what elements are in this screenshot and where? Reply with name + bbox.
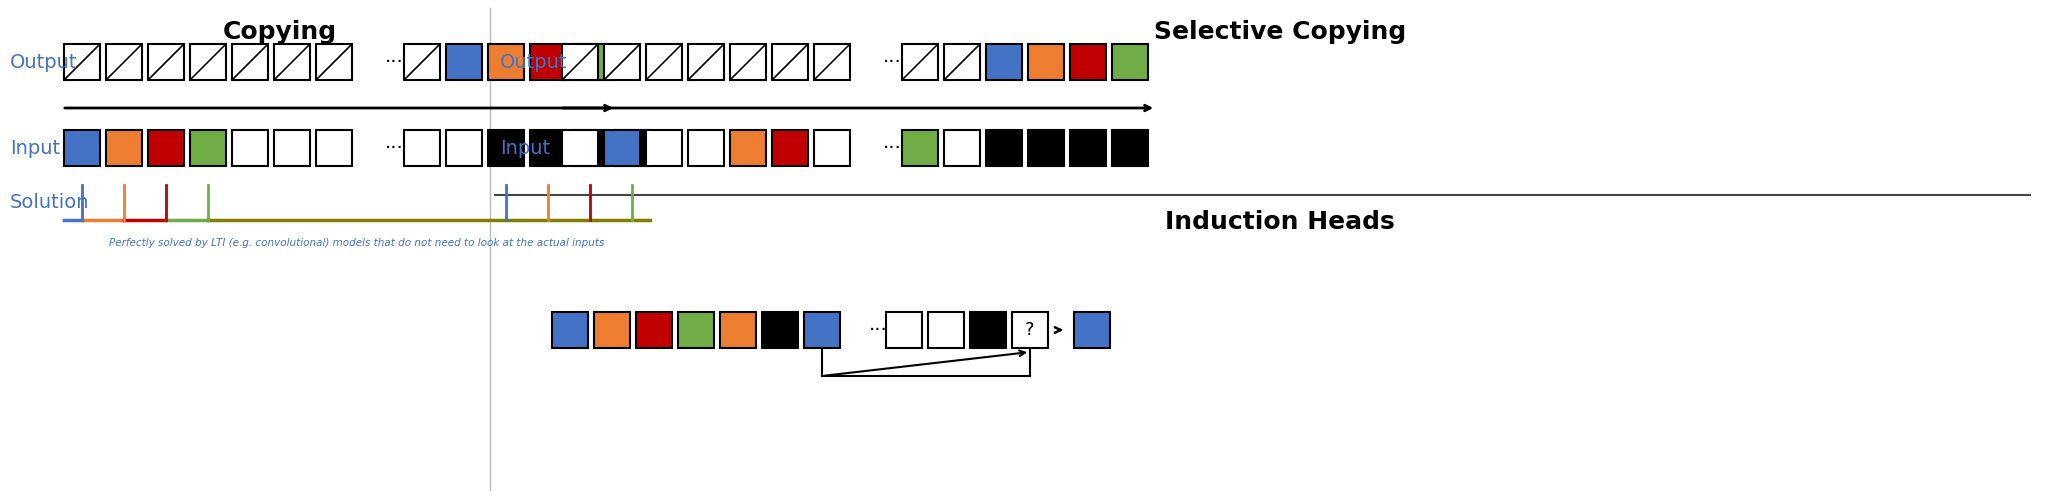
Bar	[901, 130, 938, 166]
Bar	[772, 130, 809, 166]
Bar	[571, 44, 608, 80]
Text: ···: ···	[868, 321, 887, 340]
Bar	[944, 44, 981, 80]
Text: ?: ?	[1026, 321, 1034, 339]
Bar	[106, 130, 141, 166]
Bar	[553, 312, 588, 348]
Bar	[274, 130, 309, 166]
Bar	[1012, 312, 1049, 348]
Text: Induction Heads: Induction Heads	[1165, 210, 1395, 234]
Bar	[190, 44, 225, 80]
Bar	[887, 312, 922, 348]
Text: Input: Input	[500, 138, 551, 157]
Bar	[561, 130, 598, 166]
Bar	[604, 130, 639, 166]
Bar	[403, 130, 440, 166]
Bar	[985, 130, 1022, 166]
Text: ···: ···	[883, 138, 901, 157]
Bar	[805, 312, 840, 348]
Bar	[487, 130, 524, 166]
Bar	[645, 44, 682, 80]
Bar	[813, 130, 850, 166]
Bar	[901, 44, 938, 80]
Bar	[1069, 130, 1106, 166]
Bar	[147, 44, 184, 80]
Text: ···: ···	[883, 52, 901, 72]
Bar	[813, 44, 850, 80]
Bar	[530, 130, 565, 166]
Bar	[928, 312, 965, 348]
Bar	[446, 130, 481, 166]
Text: Output: Output	[500, 52, 567, 72]
Bar	[530, 44, 565, 80]
Bar	[1112, 44, 1149, 80]
Bar	[721, 312, 756, 348]
Bar	[274, 44, 309, 80]
Bar	[688, 130, 725, 166]
Text: Copying: Copying	[223, 20, 338, 44]
Bar	[985, 44, 1022, 80]
Bar	[315, 130, 352, 166]
Bar	[190, 130, 225, 166]
Bar	[762, 312, 799, 348]
Bar	[645, 130, 682, 166]
Bar	[315, 44, 352, 80]
Bar	[487, 44, 524, 80]
Text: Selective Copying: Selective Copying	[1153, 20, 1407, 44]
Bar	[594, 312, 631, 348]
Text: Output: Output	[10, 52, 78, 72]
Bar	[63, 130, 100, 166]
Text: ···: ···	[385, 138, 403, 157]
Bar	[729, 130, 766, 166]
Bar	[772, 44, 809, 80]
Bar	[678, 312, 715, 348]
Bar	[561, 44, 598, 80]
Bar	[604, 44, 639, 80]
Text: Perfectly solved by LTI (e.g. convolutional) models that do not need to look at : Perfectly solved by LTI (e.g. convolutio…	[109, 238, 604, 248]
Bar	[231, 44, 268, 80]
Bar	[637, 312, 672, 348]
Bar	[1028, 130, 1065, 166]
Text: ···: ···	[385, 52, 403, 72]
Bar	[944, 130, 981, 166]
Bar	[1028, 44, 1065, 80]
Bar	[614, 130, 649, 166]
Bar	[1112, 130, 1149, 166]
Bar	[63, 44, 100, 80]
Text: Solution: Solution	[10, 193, 90, 212]
Text: Input: Input	[10, 138, 59, 157]
Bar	[688, 44, 725, 80]
Bar	[971, 312, 1006, 348]
Bar	[729, 44, 766, 80]
Bar	[231, 130, 268, 166]
Bar	[403, 44, 440, 80]
Bar	[147, 130, 184, 166]
Bar	[1069, 44, 1106, 80]
Bar	[106, 44, 141, 80]
Bar	[1073, 312, 1110, 348]
Bar	[571, 130, 608, 166]
Bar	[446, 44, 481, 80]
